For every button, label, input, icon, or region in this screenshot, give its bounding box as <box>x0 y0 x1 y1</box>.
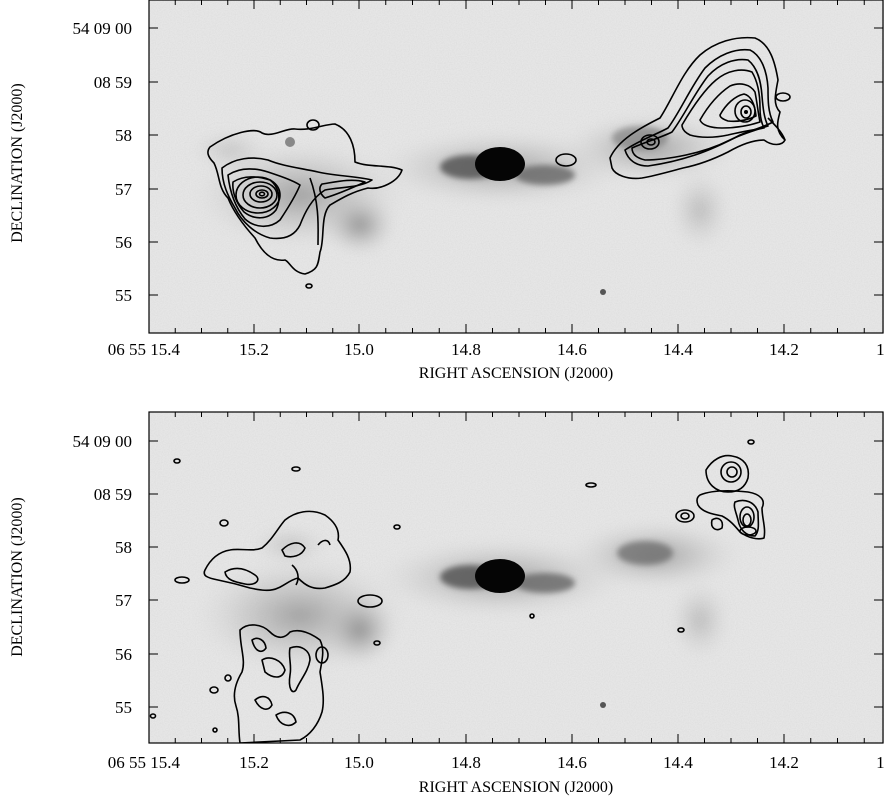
y-tick-label: 58 <box>115 538 132 557</box>
y-tick-label: 08 59 <box>94 73 132 92</box>
x-tick-label: 14.2 <box>769 753 799 772</box>
x-tick-label: 14.8 <box>451 753 481 772</box>
x-tick-label: 15.2 <box>239 340 269 359</box>
y-tick-label: 57 <box>115 591 133 610</box>
galaxy-nucleus <box>475 147 525 181</box>
y-tick-label: 54 09 00 <box>73 19 133 38</box>
top-contours <box>207 36 791 289</box>
bottom-axis-ticks <box>148 412 883 743</box>
y-tick-label: 54 09 00 <box>73 432 133 451</box>
top-axis-ticks <box>148 0 883 333</box>
top-panel: 06 55 15.4 15.2 15.0 14.8 14.6 14.4 14.2 14.0 54… <box>9 0 884 382</box>
y-tick-label: 57 <box>115 180 133 199</box>
x-tick-label: 15.0 <box>344 340 374 359</box>
x-tick-label: 06 55 15.4 <box>108 340 181 359</box>
west-hotspot-contour <box>705 454 750 493</box>
top-axis-labels: 06 55 15.4 15.2 15.0 14.8 14.6 14.4 14.2 14.0 54… <box>73 19 884 359</box>
galaxy-nucleus <box>475 559 525 593</box>
y-tick-label: 56 <box>115 645 132 664</box>
y-tick-label: 08 59 <box>94 485 132 504</box>
x-tick-label: 15.2 <box>239 753 269 772</box>
x-tick-label: 14.0 <box>876 340 884 359</box>
top-y-axis-title: DECLINATION (J2000) <box>9 83 26 243</box>
x-tick-label: 14.8 <box>451 340 481 359</box>
x-tick-label: 14.2 <box>769 340 799 359</box>
x-tick-label: 14.4 <box>663 340 693 359</box>
x-tick-label: 14.6 <box>557 753 587 772</box>
y-tick-label: 58 <box>115 126 132 145</box>
x-tick-label: 06 55 15.4 <box>108 753 181 772</box>
bottom-x-axis-title: RIGHT ASCENSION (J2000) <box>419 779 613 796</box>
x-tick-label: 15.0 <box>344 753 374 772</box>
bottom-contours <box>149 439 766 743</box>
bottom-axis-labels: 06 55 15.4 15.2 15.0 14.8 14.6 14.4 14.2 14.0 54… <box>73 432 884 772</box>
east-lower-patch-contour <box>233 624 325 743</box>
top-optical-image <box>149 0 884 333</box>
y-tick-label: 55 <box>115 286 132 305</box>
x-tick-label: 14.6 <box>557 340 587 359</box>
x-tick-label: 14.0 <box>876 753 884 772</box>
bottom-panel: 06 55 15.4 15.2 15.0 14.8 14.6 14.4 14.2 14.0 54… <box>9 411 884 796</box>
top-x-axis-title: RIGHT ASCENSION (J2000) <box>419 365 613 382</box>
y-tick-label: 55 <box>115 698 132 717</box>
x-tick-label: 14.4 <box>663 753 693 772</box>
y-tick-label: 56 <box>115 233 132 252</box>
west-lobe-contour <box>609 36 786 180</box>
bottom-optical-image <box>149 412 884 743</box>
east-upper-patch-contour <box>203 510 352 592</box>
bottom-y-axis-title: DECLINATION (J2000) <box>9 497 26 657</box>
